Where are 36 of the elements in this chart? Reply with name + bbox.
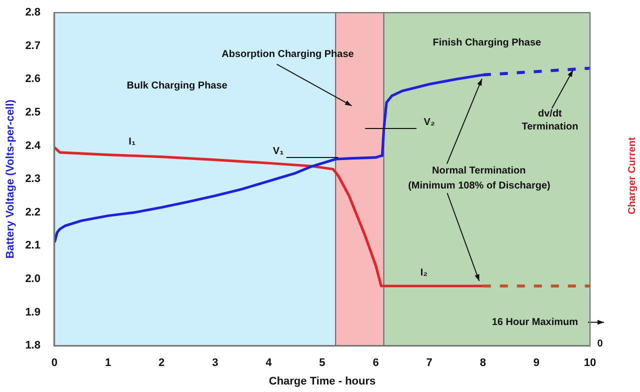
annotation: I₁ — [128, 136, 136, 148]
band-label: Finish Charging Phase — [432, 37, 542, 48]
text: 0 — [597, 338, 604, 350]
x-tick-label: 7 — [426, 357, 432, 370]
x-tick-label: 4 — [266, 357, 273, 370]
y-tick-label: 2.5 — [25, 106, 40, 119]
y-tick-label: 1.9 — [25, 306, 40, 318]
annotation: V₁ — [272, 146, 284, 158]
y-tick-label: 2.2 — [25, 206, 40, 218]
annotation: I₂ — [420, 268, 428, 279]
x-tick-label: 8 — [480, 357, 486, 370]
y-tick-label: 2.8 — [25, 6, 40, 19]
y-tick-label: 2.3 — [25, 173, 40, 186]
y-tick-label: 1.8 — [25, 340, 40, 352]
x-tick-label: 5 — [319, 357, 326, 370]
x-tick-label: 0 — [51, 357, 58, 370]
y-axis-title: Battery Voltage (Volts-per-cell) — [4, 99, 17, 259]
band-label: Bulk Charging Phase — [126, 80, 228, 92]
y2-axis-title: Charger Current — [626, 136, 638, 214]
y-tick-label: 2.1 — [25, 240, 40, 252]
y-tick-label: 2.7 — [25, 40, 40, 52]
x-tick-label: 6 — [372, 357, 379, 370]
annotation: Normal Termination — [432, 166, 526, 177]
y-tick-label: 2.4 — [25, 140, 42, 152]
annotation: dv/dt Termination — [522, 108, 578, 132]
x-axis-title: Charge Time - hours — [268, 375, 376, 388]
x-tick-label: 2 — [158, 357, 165, 370]
x-tick-label: 1 — [104, 357, 112, 370]
annotation: 16 Hour Maximum — [492, 317, 578, 328]
x-tick-label: 3 — [212, 357, 218, 370]
x-tick-label: 9 — [533, 357, 540, 370]
annotation: V₂ — [424, 117, 435, 128]
y-tick-label: 2.6 — [25, 73, 40, 86]
y-tick-label: 2.0 — [25, 273, 40, 286]
x-tick-label: 10 — [584, 357, 596, 370]
annotation: (Minimum 108% of Discharge) — [408, 180, 550, 192]
